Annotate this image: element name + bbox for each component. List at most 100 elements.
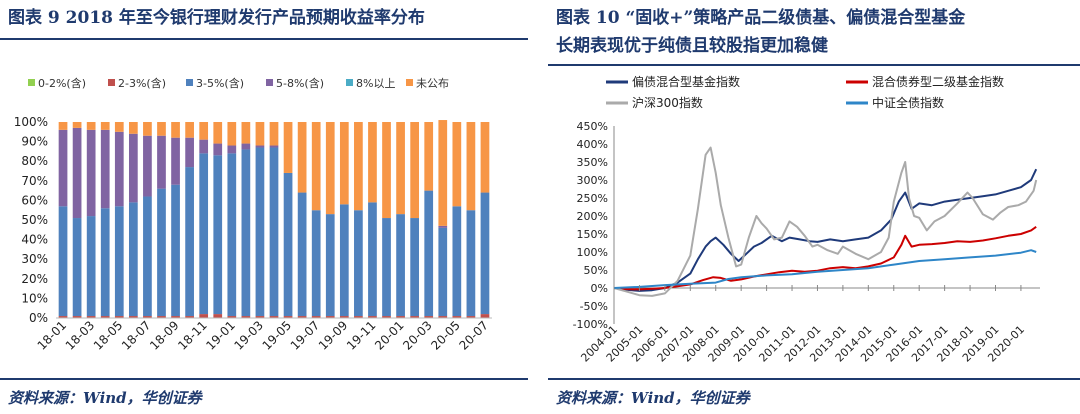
bar-segment (227, 145, 237, 154)
y-tick-label: 0% (591, 282, 608, 295)
y-tick-label: 100% (14, 115, 48, 129)
bar-segment (410, 316, 420, 318)
figure-10-title-line2: 长期表现优于纯债且较股指更加稳健 (556, 36, 828, 56)
bar-segment (396, 316, 405, 318)
bar-segment (241, 316, 251, 318)
bar-segment (452, 122, 462, 207)
bar-segment (72, 316, 82, 318)
bar-segment (143, 135, 152, 197)
x-tick-label: 20-05 (428, 318, 463, 353)
bar-segment (339, 204, 349, 317)
y-tick-label: 50% (584, 264, 608, 277)
bar-segment (269, 147, 279, 317)
bar-segment (157, 135, 166, 189)
source-rule (0, 378, 528, 380)
bar-segment (114, 122, 124, 132)
bar-segment (100, 129, 110, 209)
bar-segment (480, 192, 490, 315)
bar-segment (480, 314, 490, 318)
legend-label: 8%以上 (356, 77, 395, 90)
legend-label: 3-5%(含) (196, 76, 244, 90)
bar-segment (283, 316, 293, 318)
legend-swatch (108, 79, 115, 86)
bar-segment (143, 316, 152, 318)
bar-segment (354, 210, 363, 317)
y-tick-label: 100% (577, 246, 608, 259)
bar-segment (58, 206, 68, 317)
right-figure-panel: 图表 10 “固收+”策略产品二级债基、偏债混合型基金 长期表现优于纯债且较股指… (548, 0, 1080, 414)
bar-segment (86, 129, 96, 217)
y-tick-label: -50% (580, 300, 608, 313)
bar-segment (171, 184, 180, 317)
y-tick-label: 10% (21, 291, 48, 305)
legend-swatch (346, 79, 353, 86)
x-tick-label: 20-01 (372, 318, 407, 353)
bar-segment (185, 122, 194, 138)
y-tick-label: 80% (21, 154, 48, 168)
series-line (613, 146, 1038, 297)
legend-label: 混合债券型二级基金指数 (872, 74, 1004, 89)
bar-segment (438, 316, 448, 318)
bar-segment (213, 155, 223, 315)
bar-segment (466, 122, 476, 211)
bar-segment (185, 167, 194, 317)
bar-segment (114, 316, 124, 318)
source-note: 资料来源：Wind，华创证券 (8, 389, 202, 407)
bar-segment (255, 145, 265, 148)
bar-segment (86, 216, 96, 317)
legend-swatch (406, 79, 413, 86)
y-tick-label: 150% (577, 228, 608, 241)
legend-swatch (266, 79, 273, 86)
bar-segment (185, 316, 194, 318)
bar-segment (368, 122, 377, 203)
bar-segment (410, 122, 420, 219)
legend-label: 2-3%(含) (118, 76, 166, 90)
y-tick-label: 90% (21, 135, 48, 149)
bar-segment (100, 316, 110, 318)
x-tick-label: 18-05 (91, 318, 126, 353)
y-tick-label: 350% (577, 156, 608, 169)
legend-swatch (186, 79, 193, 86)
y-tick-label: 40% (21, 233, 48, 247)
bar-segment (86, 122, 96, 130)
x-tick-label: 18-09 (147, 318, 182, 353)
series-line (613, 249, 1037, 289)
bar-segment (128, 202, 138, 317)
bar-segment (72, 122, 82, 128)
bar-segment (311, 122, 321, 211)
bar-segment (424, 190, 434, 317)
bar-segment (157, 122, 166, 136)
bar-segment (213, 122, 223, 144)
bar-segment (269, 316, 279, 318)
title-underline (548, 64, 1080, 66)
x-tick-label: 19-03 (231, 318, 266, 353)
bar-segment (368, 202, 377, 317)
bar-segment (100, 122, 110, 130)
source-note: 资料来源：Wind，华创证券 (556, 389, 750, 407)
bar-segment (241, 149, 251, 317)
bar-segment (171, 137, 180, 185)
bar-segment (58, 122, 68, 130)
bar-segment (199, 153, 209, 315)
bar-segment (354, 316, 363, 318)
legend-label: 偏债混合型基金指数 (632, 74, 740, 89)
bar-segment (382, 218, 391, 317)
bar-segment (325, 122, 335, 215)
source-rule (548, 378, 1080, 380)
title-underline (0, 38, 528, 40)
bar-segment (157, 188, 166, 317)
bar-segment (72, 127, 82, 219)
bar-segment (410, 218, 420, 317)
bar-segment (269, 122, 279, 146)
bar-segment (438, 225, 448, 228)
legend-label: 未公布 (416, 77, 449, 90)
bar-segment (339, 122, 349, 205)
figure-9-title: 图表 9 2018 年至今银行理财发行产品预期收益率分布 (8, 8, 425, 28)
bar-segment (466, 210, 476, 317)
bar-segment (452, 206, 462, 317)
x-tick-label: 19-07 (288, 318, 323, 353)
x-tick-label: 20-03 (400, 318, 435, 353)
bar-segment (297, 316, 307, 318)
stacked-bar-chart: 0-2%(含) 2-3%(含) 3-5%(含) 5-8%(含) 8%以上 未公布 0% 10%… (14, 76, 492, 353)
bar-segment (311, 316, 321, 318)
